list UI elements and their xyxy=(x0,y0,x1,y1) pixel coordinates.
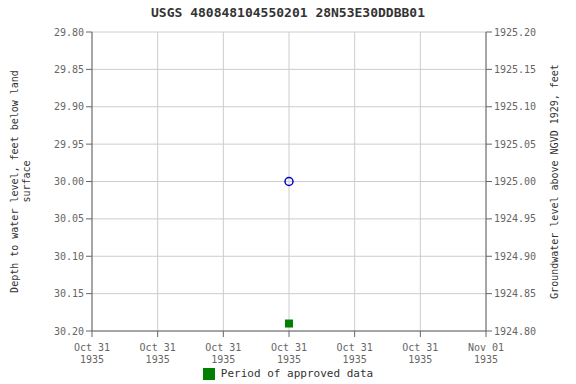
html-text:USGS 480848104550201 28N53E30D: USGS 480848104550201 28N53E30DDBB01 xyxy=(151,5,425,20)
svg-text:29.90: 29.90 xyxy=(54,101,84,112)
svg-text:1924.80: 1924.80 xyxy=(494,326,536,337)
svg-text:30.00: 30.00 xyxy=(54,176,84,187)
svg-text:30.15: 30.15 xyxy=(54,288,84,299)
svg-text:Oct 311935: Oct 311935 xyxy=(271,342,307,365)
svg-text:30.10: 30.10 xyxy=(54,251,84,262)
svg-text:Groundwater level above NGVD 1: Groundwater level above NGVD 1929, feet xyxy=(549,64,560,299)
svg-text:Depth to water level, feet bel: Depth to water level, feet below landsur… xyxy=(9,70,32,293)
svg-text:1925.10: 1925.10 xyxy=(494,101,536,112)
svg-text:1924.85: 1924.85 xyxy=(494,288,536,299)
svg-text:30.05: 30.05 xyxy=(54,213,84,224)
svg-text:29.80: 29.80 xyxy=(54,27,84,38)
html-text:Period of approved data: Period of approved data xyxy=(220,367,374,380)
svg-text:1925.05: 1925.05 xyxy=(494,139,536,150)
svg-text:1925.00: 1925.00 xyxy=(494,176,536,187)
svg-text:29.85: 29.85 xyxy=(54,64,84,75)
svg-text:Oct 311935: Oct 311935 xyxy=(402,342,438,365)
svg-text:29.95: 29.95 xyxy=(54,139,84,150)
svg-text:1924.95: 1924.95 xyxy=(494,213,536,224)
svg-text:Oct 311935: Oct 311935 xyxy=(74,342,110,365)
svg-text:Oct 311935: Oct 311935 xyxy=(205,342,241,365)
svg-text:30.20: 30.20 xyxy=(54,326,84,337)
svg-text:1924.90: 1924.90 xyxy=(494,251,536,262)
svg-text:Oct 311935: Oct 311935 xyxy=(337,342,373,365)
svg-text:Nov 011935: Nov 011935 xyxy=(468,342,504,365)
svg-text:Oct 311935: Oct 311935 xyxy=(140,342,176,365)
svg-text:1925.20: 1925.20 xyxy=(494,27,536,38)
svg-text:1925.15: 1925.15 xyxy=(494,64,536,75)
